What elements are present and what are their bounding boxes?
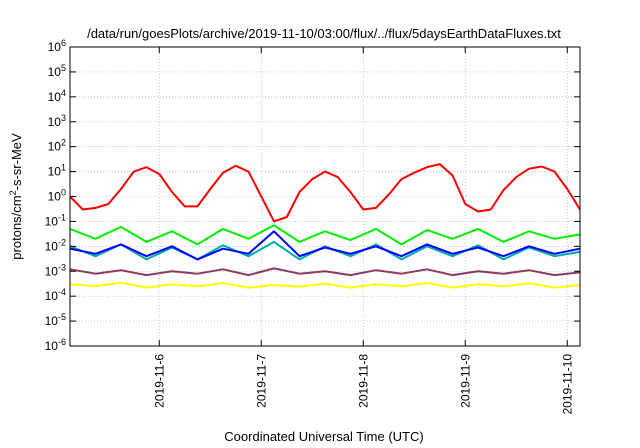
series-line-6: [69, 281, 581, 289]
y-tick-label: 10-1: [45, 212, 66, 228]
y-tick-label: 105: [48, 63, 66, 79]
x-tick-label: 2019-11-7: [254, 354, 268, 408]
series-line-1: [69, 163, 581, 223]
chart-title: /data/run/goesPlots/archive/2019-11-10/0…: [87, 26, 561, 41]
y-axis: 10-6 10-5 10-4 10-3 10-2 10-1 100 101 102 103 104 1…: [45, 38, 580, 353]
y-axis-label: protons/cm2-s-sr-MeV: [8, 133, 24, 260]
y-tick-label: 10-3: [45, 262, 66, 278]
x-tick-label: 2019-11-8: [356, 354, 370, 408]
y-tick-label: 10-2: [45, 237, 66, 253]
y-tick-label: 100: [48, 188, 66, 204]
y-tick-label: 10-5: [45, 312, 66, 328]
y-tick-label: 104: [48, 88, 66, 104]
series-group: [69, 163, 581, 289]
series-line-2: [69, 224, 581, 246]
y-tick-label: 101: [48, 163, 66, 179]
y-tick-label: 103: [48, 113, 66, 129]
x-axis: 2019-11-6 2019-11-7 2019-11-8 2019-11-9 2019…: [152, 47, 574, 415]
x-tick-label: 2019-11-10: [560, 354, 574, 415]
x-tick-label: 2019-11-6: [152, 354, 166, 408]
y-tick-label: 102: [48, 138, 66, 154]
y-tick-label: 10-6: [45, 337, 66, 353]
y-tick-label: 10-4: [45, 287, 66, 303]
series-line-5: [69, 267, 581, 277]
y-tick-label: 106: [48, 38, 66, 54]
series-line-4: [69, 230, 581, 261]
x-tick-label: 2019-11-9: [458, 354, 472, 408]
x-axis-label: Coordinated Universal Time (UTC): [224, 429, 423, 444]
series-line-3: [69, 240, 581, 261]
